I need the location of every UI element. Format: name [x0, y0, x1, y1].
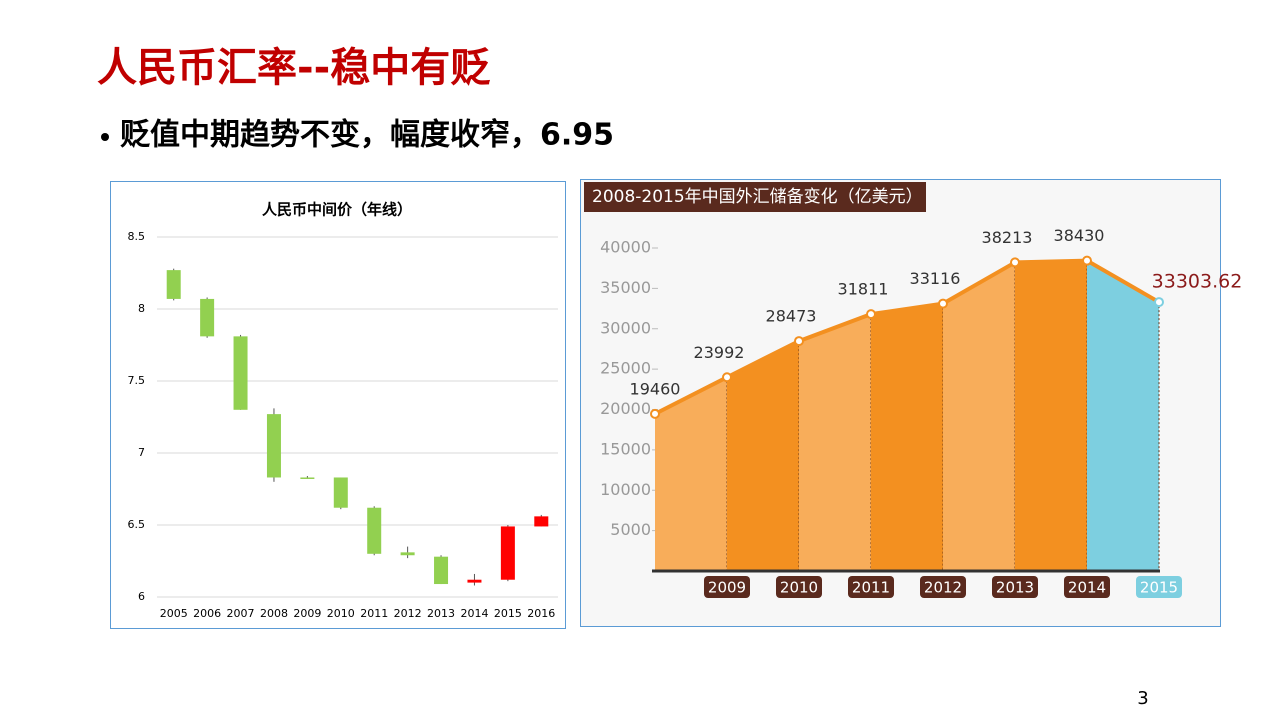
x-tick-label: 2015: [494, 607, 522, 620]
data-label: 38430: [1054, 226, 1105, 245]
area-segment: [799, 314, 871, 571]
y-tick-label: 7: [138, 446, 145, 459]
x-label-box: [1064, 576, 1110, 598]
x-tick-label: 2009: [293, 607, 321, 620]
x-tick-label: 2011: [852, 579, 890, 597]
area-segment: [943, 262, 1015, 571]
y-tick-label: 7.5: [128, 374, 146, 387]
x-tick-label: 2008: [260, 607, 288, 620]
y-tick-label: 40000: [600, 238, 651, 257]
data-point: [1082, 255, 1092, 266]
data-line: [654, 258, 1160, 416]
x-tick-label: 2012: [924, 579, 962, 597]
x-label-box: [992, 576, 1038, 598]
y-tick-label: 15000: [600, 439, 651, 458]
y-tick-label: 35000: [600, 278, 651, 297]
x-label-box: [920, 576, 966, 598]
slide-title: 人民币汇率--稳中有贬: [97, 45, 490, 91]
x-tick-label: 2010: [327, 607, 355, 620]
candle-body: [400, 552, 415, 556]
candle-body: [534, 516, 549, 527]
data-label: 31811: [838, 280, 889, 299]
chart-title: 2008-2015年中国外汇储备变化（亿美元）: [592, 187, 923, 207]
y-tick-label: 25000: [600, 359, 651, 378]
bullet-text: 贬值中期趋势不变，幅度收窄，6.95: [120, 118, 614, 153]
y-tick-label: 8.5: [128, 230, 146, 243]
data-label: 23992: [694, 343, 745, 362]
x-tick-label: 2006: [193, 607, 221, 620]
x-label-box: [776, 576, 822, 598]
candle-body: [333, 477, 348, 508]
data-label: 38213: [982, 228, 1033, 247]
y-tick-label: 8: [138, 302, 145, 315]
area-segment: [1087, 260, 1159, 571]
y-tick-label: 30000: [600, 318, 651, 337]
x-tick-label: 2005: [160, 607, 188, 620]
candle-body: [266, 414, 281, 478]
data-label: 33116: [910, 269, 961, 288]
area-segment: [871, 303, 943, 571]
x-tick-label: 2013: [427, 607, 455, 620]
area-segment: [655, 377, 727, 571]
y-tick-label: 10000: [600, 480, 651, 499]
candle-body: [233, 336, 248, 410]
area-segment: [1015, 260, 1087, 571]
data-label: 19460: [630, 379, 681, 398]
x-label-box: [848, 576, 894, 598]
candle-body: [166, 270, 181, 299]
chart-title-band: [584, 182, 926, 212]
candle-body: [434, 556, 449, 585]
area-segment: [727, 341, 799, 571]
data-label: 28473: [766, 307, 817, 326]
data-point: [866, 309, 876, 320]
x-tick-label: 2007: [227, 607, 255, 620]
x-label-box: [1136, 576, 1182, 598]
chart-frame: [110, 181, 566, 629]
data-point: [794, 336, 804, 347]
x-tick-label: 2010: [780, 579, 818, 597]
candle-body: [200, 298, 215, 337]
y-tick-label: 6: [138, 590, 145, 603]
x-tick-label: 2014: [1068, 579, 1106, 597]
candle-body: [367, 507, 382, 554]
x-tick-label: 2016: [527, 607, 555, 620]
x-tick-label: 2013: [996, 579, 1034, 597]
data-point: [1010, 257, 1020, 268]
candle-body: [500, 526, 515, 580]
x-tick-label: 2014: [460, 607, 488, 620]
data-point: [938, 298, 948, 309]
data-point: [1154, 297, 1164, 308]
data-point: [722, 372, 732, 383]
bullet-dot: [101, 133, 109, 141]
x-tick-label: 2012: [394, 607, 422, 620]
candle-body: [300, 477, 315, 479]
x-tick-label: 2015: [1140, 579, 1178, 597]
page-number: 3: [1137, 688, 1148, 709]
chart-title: 人民币中间价（年线）: [262, 201, 412, 219]
candle-body: [467, 579, 482, 583]
x-label-box: [704, 576, 750, 598]
y-tick-label: 20000: [600, 399, 651, 418]
data-label: 33303.62: [1152, 271, 1243, 293]
y-tick-label: 5000: [610, 520, 651, 539]
x-tick-label: 2009: [708, 579, 746, 597]
x-tick-label: 2011: [360, 607, 388, 620]
data-point: [650, 408, 660, 419]
y-tick-label: 6.5: [128, 518, 146, 531]
